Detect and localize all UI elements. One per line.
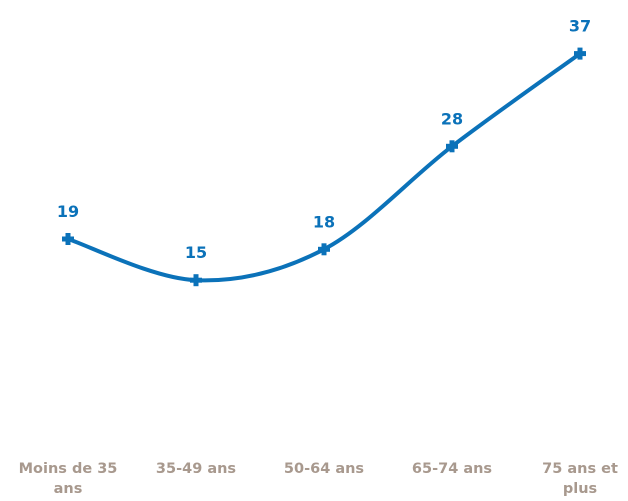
- category-label: Moins de 35 ans: [19, 461, 118, 497]
- value-labels: 19 15 18 28 37: [57, 17, 591, 263]
- data-value-label: 28: [441, 109, 463, 128]
- data-point-marker: [318, 243, 330, 256]
- category-label: 50-64 ans: [284, 461, 364, 477]
- category-label: 35-49 ans: [156, 461, 236, 477]
- data-value-label: 19: [57, 202, 79, 221]
- category-label: 75 ans et plus: [542, 461, 618, 497]
- data-value-label: 15: [185, 243, 207, 262]
- data-value-label: 37: [569, 17, 591, 36]
- data-point-marker: [62, 233, 74, 245]
- data-point-marker: [190, 274, 202, 287]
- markers: [62, 47, 586, 287]
- category-label: 65-74 ans: [412, 461, 492, 477]
- data-point-marker: [574, 47, 586, 60]
- data-point-marker: [446, 140, 458, 153]
- data-value-label: 18: [313, 212, 335, 231]
- category-labels: Moins de 35 ans 35-49 ans 50-64 ans 65-74 an…: [19, 461, 618, 497]
